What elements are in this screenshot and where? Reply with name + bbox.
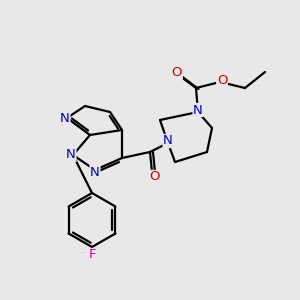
Text: N: N: [66, 148, 76, 161]
Text: N: N: [90, 166, 100, 178]
Text: O: O: [150, 170, 160, 184]
Text: F: F: [88, 248, 96, 262]
Text: O: O: [217, 74, 227, 86]
Text: N: N: [163, 134, 173, 148]
Text: O: O: [172, 67, 182, 80]
Text: N: N: [60, 112, 70, 124]
Text: N: N: [193, 103, 203, 116]
